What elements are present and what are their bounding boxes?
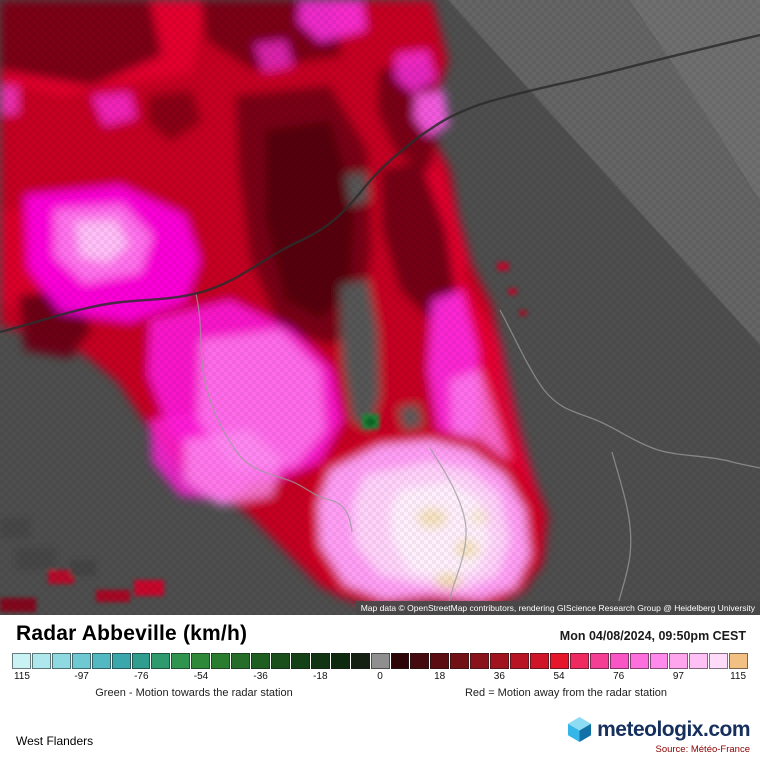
scale-swatch <box>390 653 410 669</box>
bottom-row: West Flanders meteologix.com Source: Mét… <box>8 699 752 757</box>
scale-tick-label: 76 <box>613 671 625 682</box>
scale-swatch <box>12 653 31 669</box>
scale-swatch <box>470 653 490 669</box>
scale-swatch <box>51 653 71 669</box>
scale-swatch <box>111 653 131 669</box>
page-title: Radar Abbeville (km/h) <box>16 622 248 645</box>
title-row: Radar Abbeville (km/h) Mon 04/08/2024, 0… <box>8 620 752 653</box>
scale-tick-label: 115 <box>730 671 747 682</box>
scale-swatch <box>450 653 470 669</box>
admin-boundaries <box>195 293 760 615</box>
scale-tick-label: 36 <box>493 671 505 682</box>
color-scale <box>12 653 749 669</box>
scale-swatch <box>549 653 569 669</box>
scale-swatch <box>510 653 529 669</box>
scale-swatch <box>71 653 91 669</box>
map-attribution: Map data © OpenStreetMap contributors, r… <box>355 601 760 615</box>
scale-swatch <box>589 653 609 669</box>
scale-tick-label: 0 <box>377 671 383 682</box>
scale-swatch <box>529 653 549 669</box>
scale-swatch <box>490 653 510 669</box>
scale-tick-label: 97 <box>672 671 684 682</box>
legend-away: Red = Motion away from the radar station <box>464 687 668 699</box>
scale-swatch <box>231 653 251 669</box>
brand-block: meteologix.com Source: Météo-France <box>567 716 750 755</box>
scale-ticks: 115 -97 -76 -54 -36 -18 0 18 36 54 76 97 115 <box>12 671 748 684</box>
scale-swatch <box>151 653 171 669</box>
source-label: Source: Météo-France <box>655 744 750 755</box>
scale-tick-label: -54 <box>193 671 209 682</box>
scale-swatch <box>251 653 270 669</box>
scale-tick-label: 115 <box>13 671 30 682</box>
radar-map-area: Map data © OpenStreetMap contributors, r… <box>0 0 760 615</box>
scale-swatch <box>430 653 450 669</box>
radar-map <box>0 0 760 615</box>
scale-swatch <box>290 653 310 669</box>
scale-swatch <box>270 653 290 669</box>
scale-swatch <box>330 653 350 669</box>
scale-swatch <box>629 653 649 669</box>
roads <box>0 33 760 334</box>
scale-swatch <box>609 653 629 669</box>
scale-tick-label: -76 <box>134 671 149 682</box>
meteologix-cube-icon <box>568 717 592 742</box>
scale-tick-label: -18 <box>313 671 328 682</box>
scale-bar <box>12 653 749 669</box>
footer-panel: Radar Abbeville (km/h) Mon 04/08/2024, 0… <box>0 615 760 760</box>
scale-swatch <box>669 653 689 669</box>
legend-row: Green - Motion towards the radar station… <box>8 687 752 699</box>
scale-tick-label: 18 <box>434 671 446 682</box>
scale-swatch <box>569 653 589 669</box>
brand-text: meteologix.com <box>597 717 750 741</box>
scale-swatch <box>649 653 669 669</box>
scale-tick-label: -36 <box>253 671 268 682</box>
scale-swatch <box>191 653 211 669</box>
timestamp: Mon 04/08/2024, 09:50pm CEST <box>559 629 746 643</box>
scale-swatch <box>211 653 231 669</box>
scale-swatch <box>709 653 729 669</box>
scale-swatch <box>310 653 330 669</box>
scale-tick-label: 54 <box>553 671 565 682</box>
scale-swatch <box>370 653 390 669</box>
scale-swatch <box>410 653 430 669</box>
scale-tick-label: -97 <box>74 671 89 682</box>
scale-swatch <box>689 653 709 669</box>
scale-swatch <box>131 653 151 669</box>
pixel-texture <box>0 0 760 615</box>
scale-swatch <box>91 653 111 669</box>
scale-swatch <box>31 653 51 669</box>
region-label: West Flanders <box>16 734 94 748</box>
scale-swatch <box>350 653 370 669</box>
scale-swatch <box>171 653 191 669</box>
legend-towards: Green - Motion towards the radar station <box>95 687 293 699</box>
brand-link[interactable]: meteologix.com <box>567 716 750 743</box>
scale-swatch <box>729 653 749 669</box>
